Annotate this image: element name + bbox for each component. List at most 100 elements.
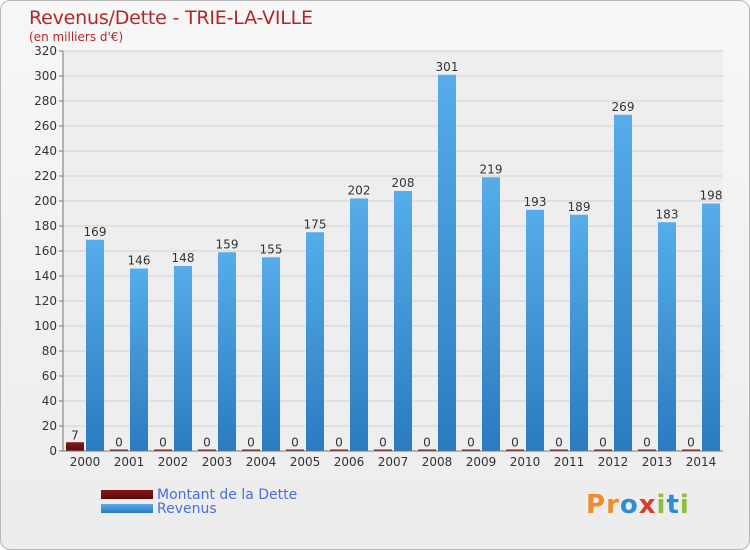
bar-dette-2008 xyxy=(418,449,436,451)
bar-revenus-2003 xyxy=(218,252,236,451)
bar-revenus-2011 xyxy=(570,214,588,451)
label-revenus-2007: 208 xyxy=(392,176,415,190)
x-tick-label-2008: 2008 xyxy=(422,455,453,469)
label-dette-2010: 0 xyxy=(511,436,519,450)
legend-item-revenus: Revenus xyxy=(101,501,361,517)
x-tick-label-2011: 2011 xyxy=(554,455,585,469)
label-revenus-2001: 146 xyxy=(128,254,151,268)
logo-letter: i xyxy=(679,490,690,520)
y-tick-label: 180 xyxy=(34,219,57,233)
label-dette-2011: 0 xyxy=(555,436,563,450)
label-dette-2008: 0 xyxy=(423,436,431,450)
legend-swatch-dette xyxy=(101,490,153,499)
label-dette-2006: 0 xyxy=(335,436,343,450)
bar-revenus-2001 xyxy=(130,268,148,451)
bar-dette-2002 xyxy=(154,449,172,451)
bar-dette-2000 xyxy=(66,442,84,451)
y-tick-label: 300 xyxy=(34,69,57,83)
y-tick-label: 280 xyxy=(34,94,57,108)
label-revenus-2010: 193 xyxy=(524,195,547,209)
label-dette-2000: 7 xyxy=(71,428,79,442)
label-dette-2007: 0 xyxy=(379,436,387,450)
label-revenus-2011: 189 xyxy=(568,200,591,214)
label-revenus-2012: 269 xyxy=(612,100,635,114)
bar-revenus-2006 xyxy=(350,198,368,451)
x-tick-label-2009: 2009 xyxy=(466,455,497,469)
label-revenus-2008: 301 xyxy=(436,60,459,74)
bar-dette-2001 xyxy=(110,449,128,451)
label-revenus-2002: 148 xyxy=(172,251,195,265)
bar-dette-2014 xyxy=(682,449,700,451)
y-tick-label: 40 xyxy=(42,394,57,408)
logo-letter: i xyxy=(656,490,667,520)
logo-letter: t xyxy=(666,490,680,520)
bar-revenus-2002 xyxy=(174,266,192,451)
bar-dette-2011 xyxy=(550,449,568,451)
legend-item-dette: Montant de la Dette xyxy=(101,487,361,503)
logo-letter: P xyxy=(586,490,607,520)
y-tick-label: 60 xyxy=(42,369,57,383)
chart-subtitle: (en milliers d'€) xyxy=(29,30,124,44)
logo-letter: x xyxy=(638,490,657,520)
x-tick-label-2003: 2003 xyxy=(202,455,233,469)
y-tick-label: 160 xyxy=(34,244,57,258)
bar-revenus-2007 xyxy=(394,191,412,451)
legend-label-dette: Montant de la Dette xyxy=(157,487,298,503)
x-tick-label-2006: 2006 xyxy=(334,455,365,469)
bar-revenus-2012 xyxy=(614,114,632,451)
bar-dette-2005 xyxy=(286,449,304,451)
x-tick-label-2001: 2001 xyxy=(114,455,145,469)
x-tick-label-2005: 2005 xyxy=(290,455,321,469)
y-tick-label: 200 xyxy=(34,194,57,208)
x-tick-label-2000: 2000 xyxy=(70,455,101,469)
bar-dette-2012 xyxy=(594,449,612,451)
bar-dette-2004 xyxy=(242,449,260,451)
label-revenus-2004: 155 xyxy=(260,242,283,256)
bar-dette-2007 xyxy=(374,449,392,451)
bar-dette-2003 xyxy=(198,449,216,451)
label-dette-2014: 0 xyxy=(687,436,695,450)
bar-revenus-2000 xyxy=(86,239,104,451)
bar-revenus-2014 xyxy=(702,203,720,451)
label-dette-2009: 0 xyxy=(467,436,475,450)
x-tick-label-2014: 2014 xyxy=(686,455,717,469)
label-dette-2003: 0 xyxy=(203,436,211,450)
y-tick-label: 320 xyxy=(34,44,57,58)
y-tick-label: 0 xyxy=(49,444,57,458)
bar-revenus-2004 xyxy=(262,257,280,451)
x-tick-label-2012: 2012 xyxy=(598,455,629,469)
bar-revenus-2013 xyxy=(658,222,676,451)
logo-letter: o xyxy=(619,490,639,520)
bar-revenus-2005 xyxy=(306,232,324,451)
logo-letter: r xyxy=(606,490,620,520)
legend-label-revenus: Revenus xyxy=(157,501,217,517)
bar-revenus-2009 xyxy=(482,177,500,451)
label-revenus-2006: 202 xyxy=(348,184,371,198)
y-tick-label: 220 xyxy=(34,169,57,183)
x-tick-label-2004: 2004 xyxy=(246,455,277,469)
bar-dette-2009 xyxy=(462,449,480,451)
y-tick-label: 100 xyxy=(34,319,57,333)
label-dette-2012: 0 xyxy=(599,436,607,450)
label-dette-2013: 0 xyxy=(643,436,651,450)
label-revenus-2003: 159 xyxy=(216,237,239,251)
chart-title: Revenus/Dette - TRIE-LA-VILLE xyxy=(29,7,313,29)
legend-swatch-revenus xyxy=(101,504,153,513)
label-dette-2004: 0 xyxy=(247,436,255,450)
x-tick-label-2010: 2010 xyxy=(510,455,541,469)
y-tick-label: 240 xyxy=(34,144,57,158)
label-dette-2002: 0 xyxy=(159,436,167,450)
label-revenus-2009: 219 xyxy=(480,162,503,176)
y-tick-label: 80 xyxy=(42,344,57,358)
label-dette-2001: 0 xyxy=(115,436,123,450)
proxiti-logo: Proxiti xyxy=(586,490,690,520)
label-revenus-2013: 183 xyxy=(656,207,679,221)
y-tick-label: 140 xyxy=(34,269,57,283)
y-tick-label: 260 xyxy=(34,119,57,133)
bar-revenus-2008 xyxy=(438,74,456,451)
label-revenus-2014: 198 xyxy=(700,189,723,203)
bar-dette-2010 xyxy=(506,449,524,451)
bar-revenus-2010 xyxy=(526,209,544,451)
